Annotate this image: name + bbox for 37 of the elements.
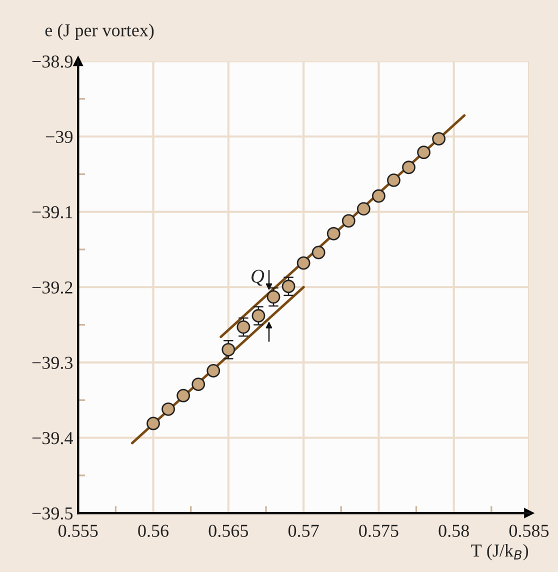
point <box>356 202 370 216</box>
point <box>146 416 160 430</box>
x-tick-label: 0.56 <box>138 524 169 537</box>
point <box>402 160 416 174</box>
y-tick-label: −38.9 <box>32 55 73 68</box>
point <box>342 214 356 228</box>
point <box>222 342 236 356</box>
x-tick-label: 0.58 <box>438 524 469 537</box>
y-axis-title: e (J per vortex) <box>45 24 154 40</box>
point <box>296 256 310 270</box>
x-axis-title: T (J/k$_{B}$) <box>471 544 528 560</box>
point <box>266 290 280 304</box>
x-tick-label: 0.565 <box>208 524 248 537</box>
x-tick-label: 0.555 <box>58 524 98 537</box>
point <box>417 146 430 160</box>
y-tick-label: −39.1 <box>32 206 72 218</box>
point <box>252 309 266 322</box>
point <box>282 280 296 294</box>
point <box>206 364 220 378</box>
point <box>192 378 206 392</box>
y-tick-label: −39.4 <box>32 432 73 444</box>
y-tick-label: −39.2 <box>32 281 72 294</box>
point <box>326 226 340 240</box>
y-tick-label: −39 <box>46 130 73 143</box>
y-tick-label: −39.3 <box>32 356 73 369</box>
point <box>432 132 446 146</box>
point <box>387 173 400 187</box>
point <box>372 189 386 203</box>
x-tick-label: 0.575 <box>359 524 398 537</box>
x-tick-label: 0.57 <box>288 524 319 537</box>
point <box>176 388 190 402</box>
point <box>312 246 326 260</box>
point <box>162 402 175 416</box>
point <box>236 320 250 334</box>
annotation: Q <box>252 270 264 286</box>
x-tick-label: 0.585 <box>509 524 549 537</box>
y-tick-label: −39.5 <box>32 507 73 520</box>
